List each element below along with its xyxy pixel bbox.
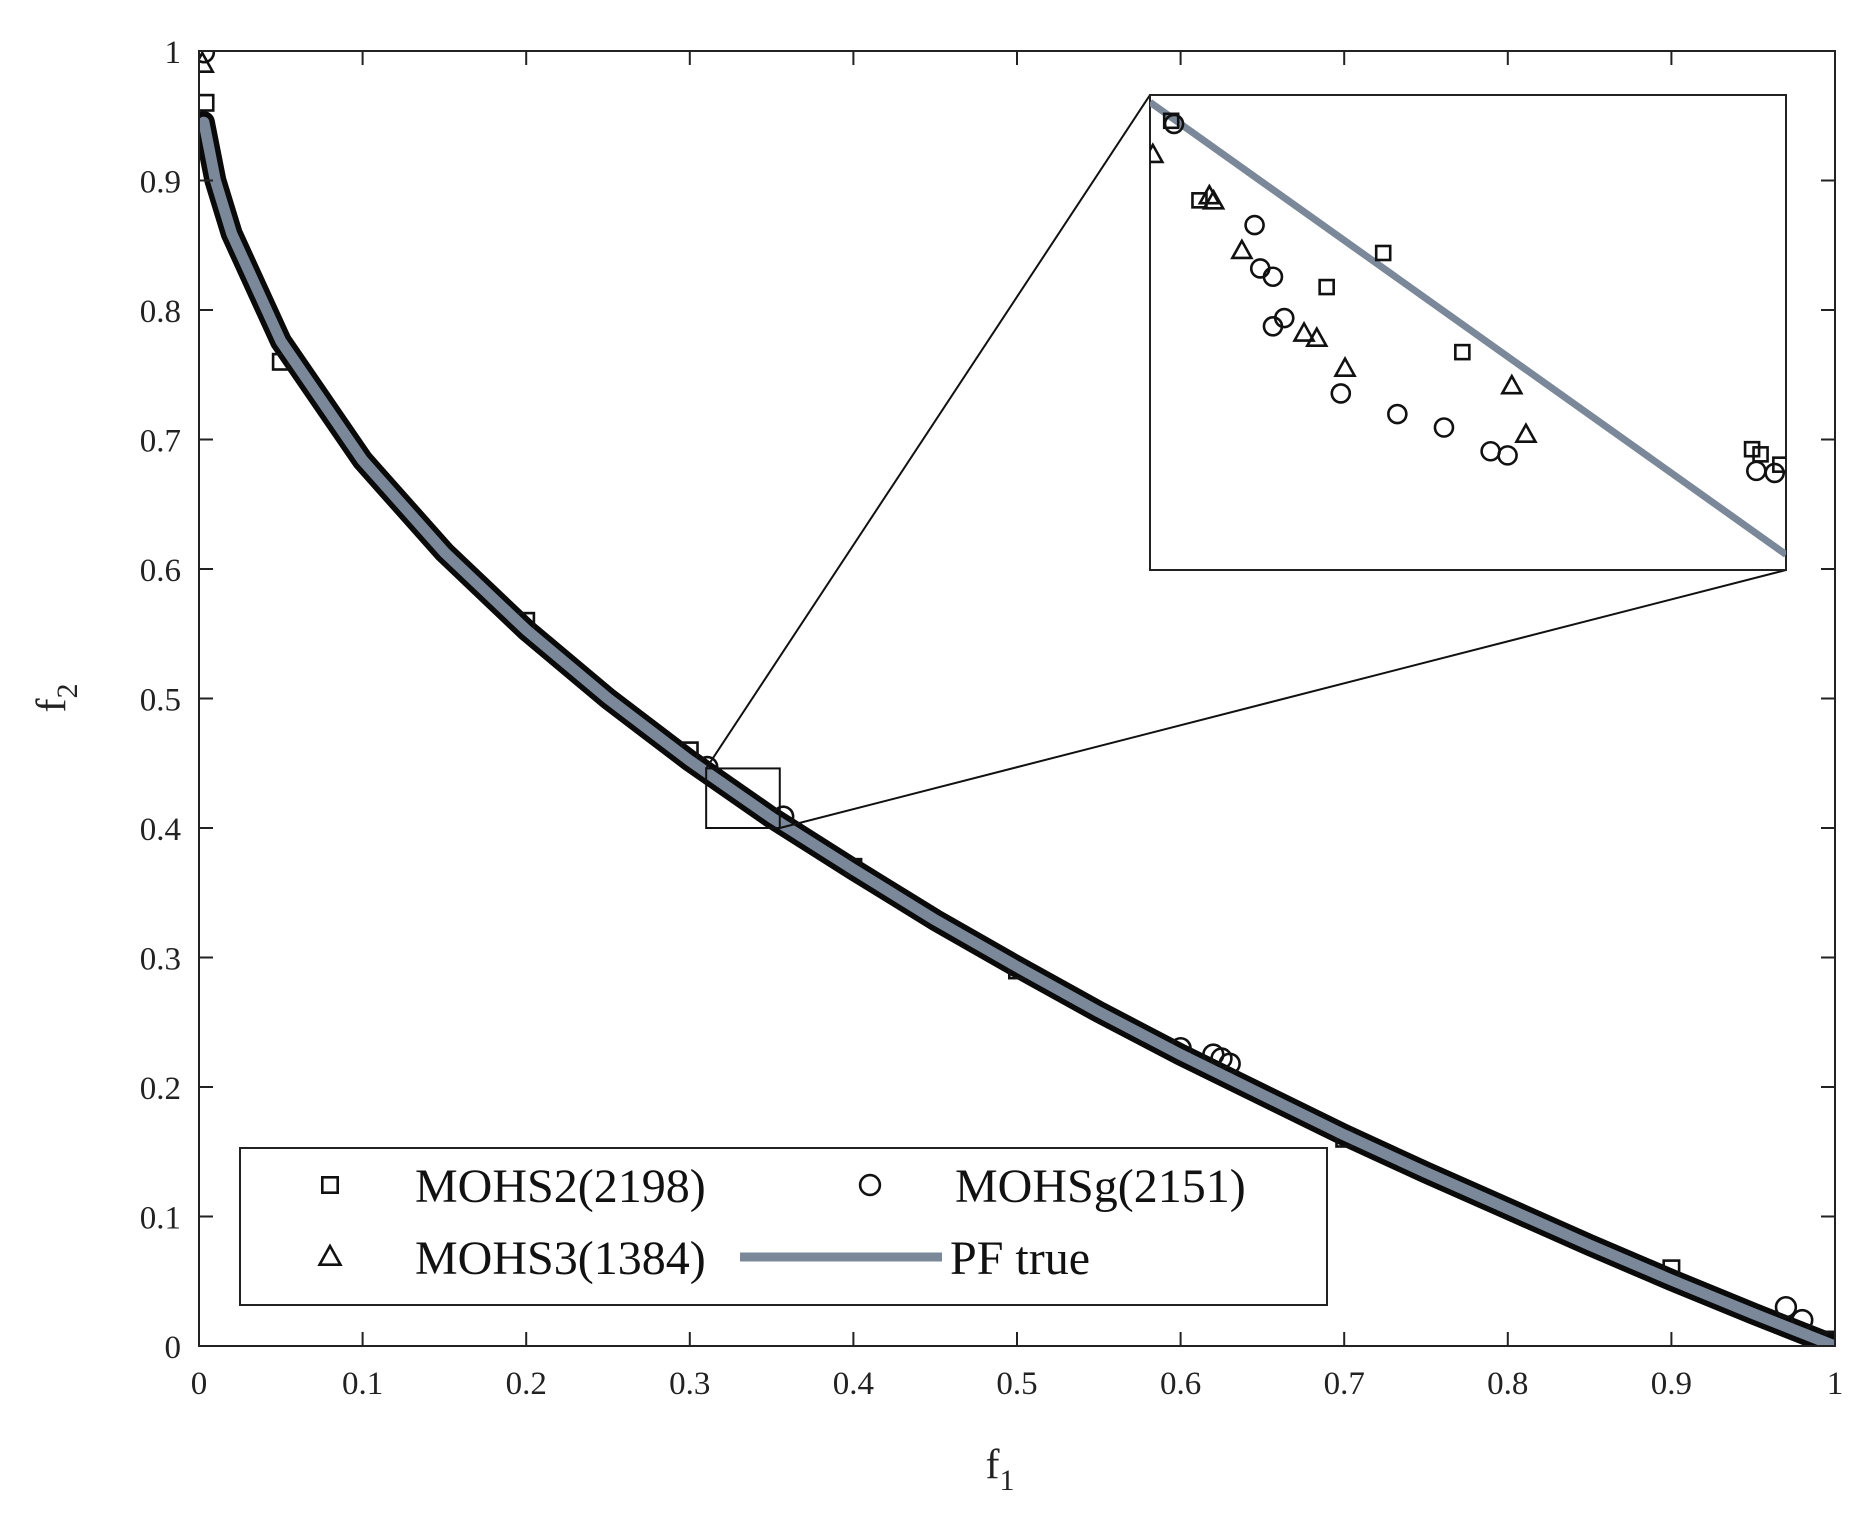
inset-point-circle-9 bbox=[1387, 403, 1408, 425]
x-tick-label-1: 0.1 bbox=[342, 1366, 383, 1402]
y-tick-label-10: 1 bbox=[165, 35, 182, 71]
inset-point-triangle-4 bbox=[1230, 238, 1254, 260]
point-circle-20 bbox=[1774, 1295, 1798, 1319]
inset-plot-marks bbox=[1150, 99, 1786, 558]
x-tick-label-8: 0.8 bbox=[1487, 1366, 1528, 1402]
y-axis-label: f2 bbox=[29, 684, 84, 713]
legend-label-3: PF true bbox=[950, 1232, 1090, 1285]
zoom-connector-line-bottom bbox=[779, 569, 1787, 829]
legend-symbol-circle bbox=[858, 1173, 882, 1197]
zoom-connector bbox=[705, 94, 1787, 829]
inset-point-circle-7 bbox=[1273, 307, 1295, 329]
legend-symbol-triangle bbox=[317, 1243, 343, 1266]
inset-point-circle-12 bbox=[1497, 445, 1518, 466]
y-tick-label-4: 0.4 bbox=[140, 812, 181, 848]
x-axis-label-sub: 1 bbox=[1000, 1464, 1015, 1497]
inset-point-square-9 bbox=[1743, 440, 1761, 458]
y-axis-label-main: f bbox=[29, 699, 75, 713]
legend: MOHS2(2198) MOHSg(2151) MOHS3(1384) PF true bbox=[239, 1147, 1328, 1306]
inset-point-circle-3 bbox=[1244, 214, 1265, 236]
inset-pf-true-line bbox=[1150, 99, 1786, 558]
y-tick-label-3: 0.3 bbox=[140, 942, 181, 978]
inset-point-circle-15 bbox=[1764, 462, 1785, 484]
legend-symbol-square bbox=[320, 1176, 339, 1195]
inset-point-circle-10 bbox=[1433, 417, 1455, 438]
inset-point-triangle-7 bbox=[1333, 355, 1357, 377]
y-tick-label-8: 0.8 bbox=[140, 294, 181, 330]
inset-point-triangle-3 bbox=[1201, 188, 1226, 210]
y-tick-label-9: 0.9 bbox=[140, 165, 181, 201]
x-tick-label-9: 0.9 bbox=[1651, 1366, 1692, 1402]
legend-label-1: MOHSg(2151) bbox=[955, 1160, 1246, 1213]
y-tick-label-0: 0 bbox=[165, 1330, 182, 1366]
point-square-0 bbox=[199, 93, 215, 112]
inset-point-triangle-8 bbox=[1500, 373, 1524, 395]
x-tick-label-4: 0.4 bbox=[833, 1366, 874, 1402]
legend-box bbox=[239, 1147, 1328, 1306]
y-tick-label-5: 0.5 bbox=[140, 683, 181, 719]
zoom-region-box bbox=[705, 767, 781, 829]
y-tick-label-7: 0.7 bbox=[140, 424, 181, 460]
y-tick-label-2: 0.2 bbox=[140, 1071, 181, 1107]
inset-point-square-7 bbox=[1318, 278, 1335, 296]
legend-label-0: MOHS2(2198) bbox=[415, 1160, 706, 1213]
y-tick-label-6: 0.6 bbox=[140, 553, 181, 589]
inset-point-triangle-9 bbox=[1514, 422, 1538, 444]
inset-point-square-6 bbox=[1374, 244, 1392, 262]
x-tick-label-3: 0.3 bbox=[669, 1366, 710, 1402]
main-plot-marks bbox=[199, 51, 1835, 1346]
inset-point-circle-2 bbox=[1163, 113, 1185, 135]
y-tick-label-1: 0.1 bbox=[140, 1201, 181, 1237]
point-circle-0 bbox=[199, 51, 216, 64]
inset-point-circle-5 bbox=[1262, 266, 1284, 288]
x-tick-label-5: 0.5 bbox=[996, 1366, 1037, 1402]
inset-point-triangle-6 bbox=[1305, 326, 1329, 347]
legend-label-2: MOHS3(1384) bbox=[415, 1232, 706, 1285]
inset-point-circle-8 bbox=[1330, 383, 1352, 404]
x-tick-label-6: 0.6 bbox=[1160, 1366, 1201, 1402]
inset-point-square-8 bbox=[1454, 343, 1471, 361]
inset-point-triangle-1 bbox=[1150, 142, 1165, 164]
axis-ticks: 0 0.1 0.2 0.3 0.4 0.5 0.6 0.7 0.8 0.9 1 0 0.1 0.2 0.3 0… bbox=[140, 35, 1844, 1402]
pf-true-line bbox=[199, 116, 1835, 1346]
x-tick-label-10: 1 bbox=[1827, 1366, 1844, 1402]
x-tick-label-7: 0.7 bbox=[1324, 1366, 1365, 1402]
inset-point-triangle-5 bbox=[1292, 320, 1316, 342]
x-tick-label-0: 0 bbox=[191, 1366, 208, 1402]
legend-items: MOHS2(2198) MOHSg(2151) MOHS3(1384) PF true bbox=[317, 1160, 1246, 1285]
y-axis-label-sub: 2 bbox=[51, 684, 84, 699]
inset-point-square-4 bbox=[1162, 112, 1180, 130]
inset-point-square-10 bbox=[1752, 446, 1769, 463]
zoom-connector-line-top bbox=[705, 94, 1151, 769]
x-axis-label: f1 bbox=[986, 1442, 1015, 1497]
x-axis-label-main: f bbox=[986, 1442, 1000, 1488]
x-tick-label-2: 0.2 bbox=[506, 1366, 547, 1402]
inset-point-square-5 bbox=[1191, 192, 1208, 209]
point-triangle-0 bbox=[199, 51, 215, 73]
